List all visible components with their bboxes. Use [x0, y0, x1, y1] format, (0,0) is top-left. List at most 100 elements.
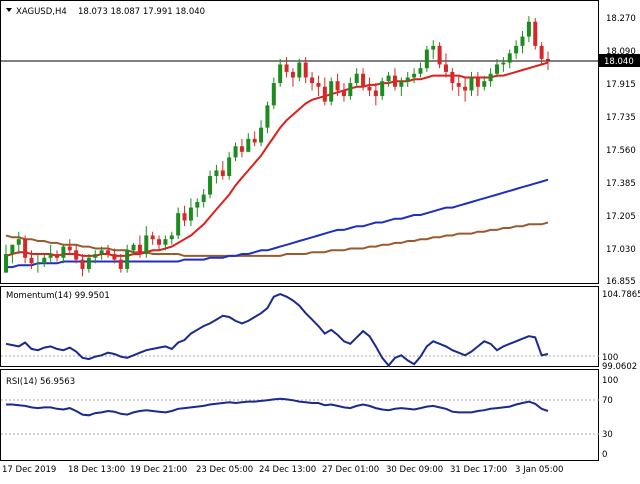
candlestick: [284, 57, 289, 78]
candle-body: [463, 86, 468, 91]
candle-body: [392, 75, 397, 87]
candlestick: [456, 75, 461, 97]
candle-body: [246, 138, 251, 152]
candle-body: [322, 86, 327, 102]
candlestick: [182, 205, 187, 227]
candlestick: [507, 49, 512, 69]
candle-body: [303, 62, 308, 78]
candlestick: [233, 142, 238, 162]
candle-body: [233, 146, 238, 158]
candle-body: [329, 81, 334, 102]
candle-body: [4, 254, 8, 273]
candlestick: [220, 161, 225, 180]
candle-body: [399, 81, 404, 87]
candlestick: [335, 73, 340, 97]
candlestick: [361, 68, 366, 91]
momentum-tick-label: 100: [602, 353, 618, 363]
candle-body: [380, 81, 385, 97]
candlestick: [399, 77, 404, 97]
candlestick: [16, 231, 21, 255]
candlestick: [488, 68, 493, 87]
candlestick: [303, 57, 308, 84]
candlestick: [208, 170, 213, 199]
candlestick: [501, 57, 506, 72]
candle-body: [450, 71, 455, 84]
candle-body: [195, 202, 200, 208]
candlestick: [373, 83, 378, 106]
candle-body: [533, 21, 538, 46]
candle-body: [488, 73, 493, 82]
candlestick: [201, 188, 206, 208]
candlestick: [23, 235, 28, 264]
price-tick-label: 17.735: [606, 113, 636, 123]
candle-body: [112, 254, 117, 260]
rsi-tick-label: 0: [602, 450, 607, 460]
momentum-label: Momentum(14) 99.9501: [6, 291, 110, 301]
candle-body: [131, 244, 136, 251]
price-axis: 18.270 18.090 17.915 17.735 17.560 17.38…: [606, 14, 636, 287]
current-price-tag: [599, 54, 640, 67]
candle-body: [437, 45, 442, 65]
candle-body: [482, 81, 487, 87]
candle-body: [144, 235, 149, 255]
ohlc-values: 18.073 18.087 17.991 18.040: [78, 7, 205, 17]
price-tick-label: 17.030: [606, 245, 636, 255]
candlestick: [533, 18, 538, 50]
candlestick: [55, 250, 60, 262]
time-label: 17 Dec 2019: [2, 465, 56, 475]
candlestick: [106, 244, 111, 258]
candlestick: [239, 138, 244, 158]
candle-body: [74, 250, 79, 260]
candlestick: [259, 120, 264, 147]
candle-body: [67, 246, 72, 251]
candle-body: [42, 257, 47, 264]
candlestick: [86, 254, 91, 273]
candle-body: [341, 90, 346, 97]
candle-body: [188, 207, 193, 221]
candle-body: [48, 254, 53, 258]
candle-body: [412, 73, 417, 78]
candlestick: [450, 68, 455, 91]
momentum-pane: [0, 286, 599, 367]
candle-body: [125, 250, 130, 269]
ma-red-line: [5, 61, 549, 257]
candlestick: [150, 231, 155, 245]
candlestick: [431, 40, 436, 59]
candle-body: [456, 83, 461, 87]
candlestick: [520, 31, 525, 54]
candlestick: [310, 71, 315, 91]
candlestick: [74, 244, 79, 264]
candlestick: [297, 58, 302, 82]
candlestick: [93, 250, 98, 264]
candlestick: [246, 133, 251, 152]
price-tick-label: 17.560: [606, 146, 636, 156]
candlestick: [265, 101, 270, 134]
candle-body: [405, 77, 410, 82]
candlestick: [271, 77, 276, 110]
candlestick: [367, 77, 372, 97]
ma-brown-line: [5, 221, 549, 257]
time-label: 3 Jan 05:00: [515, 465, 563, 475]
candlestick: [526, 16, 531, 43]
time-label: 27 Dec 01:00: [322, 465, 379, 475]
price-tick-label: 17.385: [606, 179, 636, 189]
candle-body: [310, 77, 315, 84]
candlestick: [214, 164, 219, 184]
candle-body: [373, 90, 378, 97]
candle-body: [23, 239, 28, 258]
candle-body: [507, 53, 512, 63]
candle-body: [35, 263, 40, 265]
candlestick: [10, 244, 15, 264]
dropdown-triangle-icon[interactable]: [6, 8, 12, 12]
symbol-label: XAGUSD,H4: [16, 7, 67, 17]
candlestick: [392, 68, 397, 91]
candlestick: [546, 51, 550, 71]
candle-body: [99, 250, 104, 255]
candle-body: [10, 244, 15, 255]
candle-body: [431, 45, 436, 50]
price-pane: [0, 0, 599, 284]
candlestick: [469, 71, 474, 97]
candle-body: [55, 254, 60, 258]
candle-body: [271, 83, 276, 106]
